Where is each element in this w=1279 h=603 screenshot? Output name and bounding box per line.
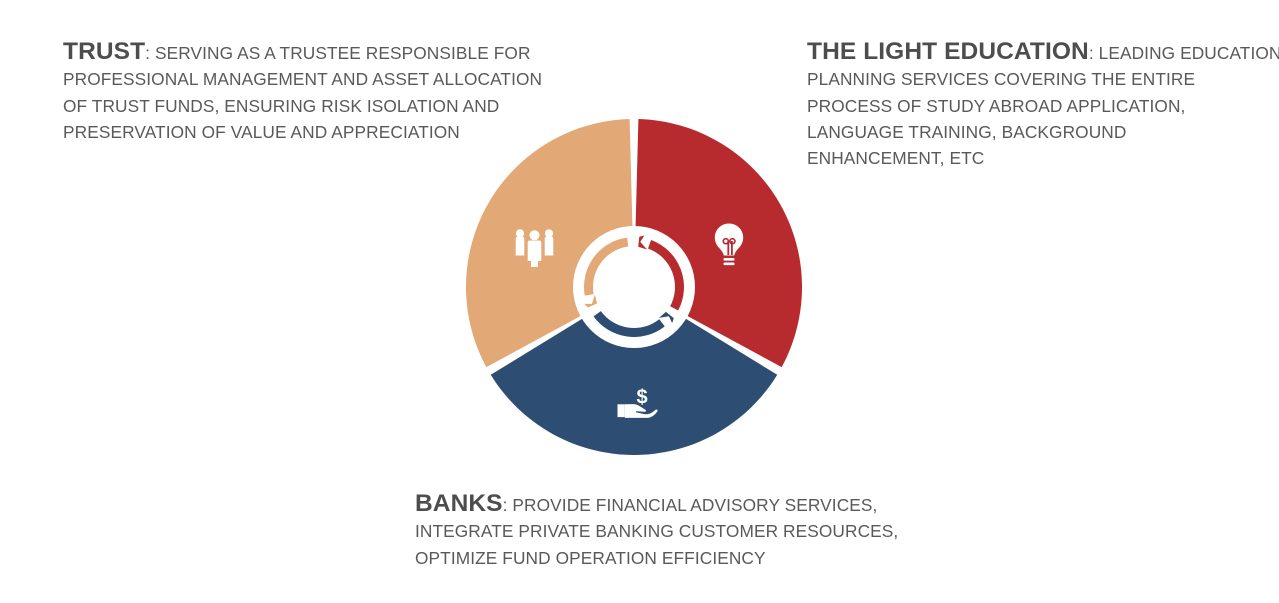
svg-text:$: $: [636, 387, 647, 409]
